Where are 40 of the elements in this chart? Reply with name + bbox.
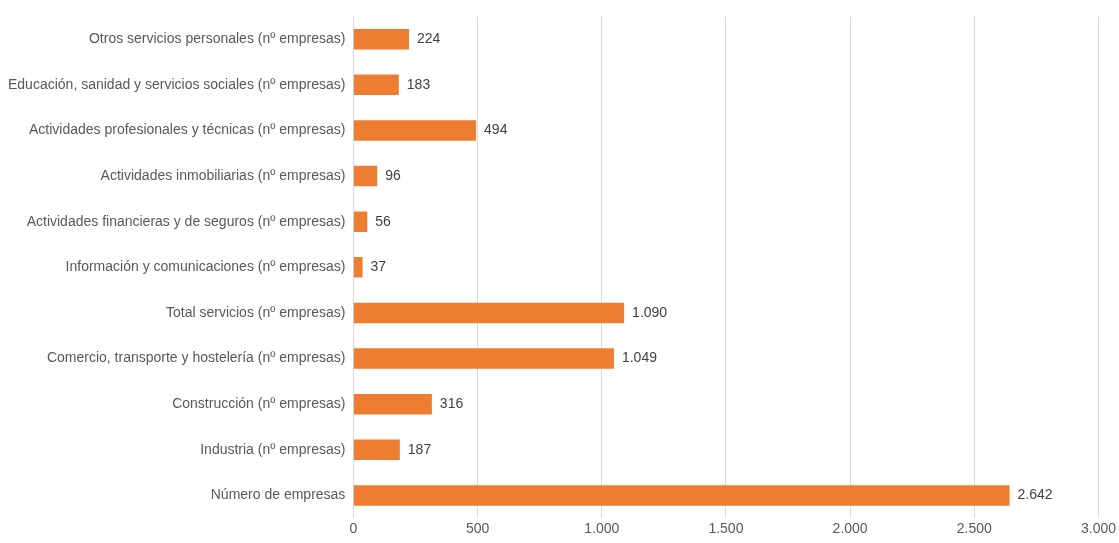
x-tick-label: 2.500 xyxy=(956,520,993,537)
x-tick-label: 2.000 xyxy=(832,520,868,537)
data-label: 224 xyxy=(417,30,441,47)
x-tick-label: 1.500 xyxy=(708,520,744,537)
data-label: 96 xyxy=(385,166,401,183)
bar xyxy=(353,28,410,50)
y-tick-label: Actividades profesionales y técnicas (nº empresas) xyxy=(29,121,346,138)
bar xyxy=(353,348,614,369)
data-label: 316 xyxy=(439,395,464,412)
bar xyxy=(353,165,378,187)
x-tick-label: 500 xyxy=(465,520,490,537)
y-tick-label: Educación, sanidad y servicios sociales (nº empresas) xyxy=(8,75,346,92)
bar xyxy=(353,120,477,141)
bar xyxy=(353,393,432,415)
y-tick-label: Número de empresas xyxy=(210,486,346,503)
data-label: 37 xyxy=(370,258,387,275)
bar xyxy=(353,485,1010,506)
y-tick-label: Actividades inmobiliarias (nº empresas) xyxy=(100,166,346,183)
bar xyxy=(353,74,399,96)
bar xyxy=(353,439,400,461)
x-tick-label: 3.000 xyxy=(1080,520,1117,537)
bar xyxy=(353,257,363,278)
bar xyxy=(353,211,368,232)
y-tick-label: Industria (nº empresas) xyxy=(200,440,346,457)
y-tick-label: Actividades financieras y de seguros (nº empresas) xyxy=(26,212,346,229)
data-label: 187 xyxy=(407,440,432,457)
data-label: 1.090 xyxy=(632,303,668,320)
data-label: 1.049 xyxy=(621,349,658,366)
x-tick-label: 0 xyxy=(349,520,358,537)
data-label: 56 xyxy=(375,212,392,229)
x-tick-label: 1.000 xyxy=(584,520,620,537)
data-label: 2.642 xyxy=(1017,486,1053,503)
y-tick-label: Comercio, transporte y hostelería (nº empresas) xyxy=(46,349,346,366)
data-label: 183 xyxy=(406,75,431,92)
y-tick-label: Construcción (nº empresas) xyxy=(172,395,346,412)
data-label: 494 xyxy=(484,121,508,138)
bar xyxy=(353,302,625,324)
y-tick-label: Total servicios (nº empresas) xyxy=(165,303,346,320)
y-tick-label: Información y comunicaciones (nº empresas) xyxy=(65,258,346,275)
y-tick-label: Otros servicios personales (nº empresas) xyxy=(88,30,346,47)
